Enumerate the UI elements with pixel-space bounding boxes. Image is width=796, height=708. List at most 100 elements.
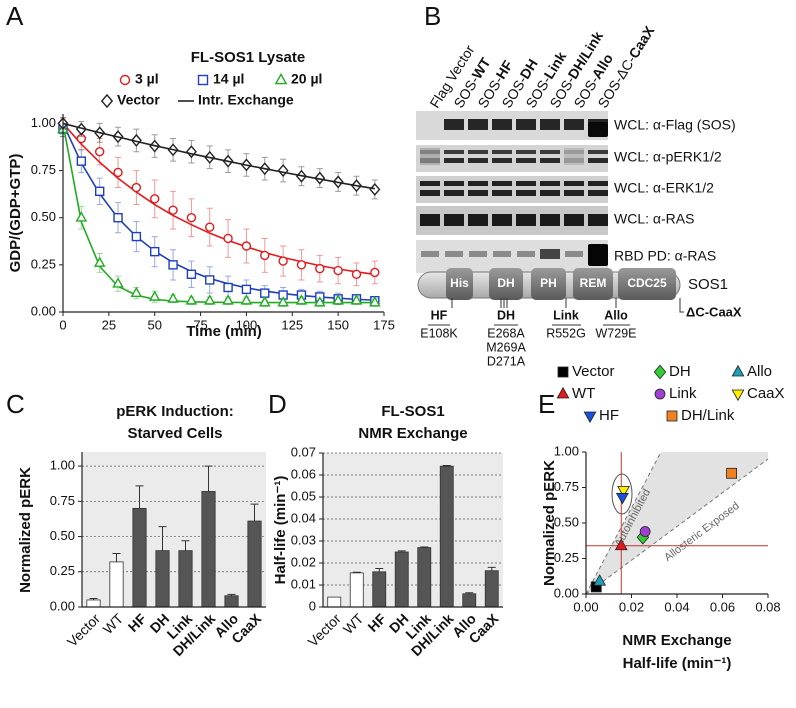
data-point bbox=[112, 277, 124, 288]
x-tick-label: 175 bbox=[373, 317, 395, 332]
bar bbox=[178, 550, 193, 608]
y-tick-label: 0.04 bbox=[291, 510, 316, 525]
data-point bbox=[75, 211, 88, 222]
domain bbox=[446, 268, 473, 300]
legend-label: CaaX bbox=[747, 385, 785, 402]
legend-label: Allo bbox=[747, 363, 772, 380]
x-tick-label: Vector bbox=[305, 610, 345, 650]
panel-label: E bbox=[538, 389, 555, 419]
legend-marker bbox=[731, 364, 745, 377]
error-bar bbox=[375, 568, 384, 572]
fit-line bbox=[62, 122, 375, 276]
x-tick-label: 0 bbox=[59, 317, 66, 332]
y-tick-label: 0.75 bbox=[31, 162, 56, 177]
domain-label: REM bbox=[580, 276, 607, 290]
bar bbox=[484, 570, 499, 608]
legend-label: Intr. Exchange bbox=[198, 92, 294, 108]
mutation-label: Link bbox=[553, 308, 579, 322]
data-point bbox=[185, 294, 198, 305]
protein-label: SOS1 bbox=[688, 276, 728, 293]
highlight-ellipse bbox=[611, 473, 633, 515]
bar bbox=[224, 595, 239, 608]
bar bbox=[247, 520, 262, 608]
bar bbox=[462, 593, 477, 608]
legend-marker bbox=[666, 410, 678, 422]
error-bar bbox=[181, 540, 190, 551]
data-point bbox=[223, 282, 233, 293]
legend-marker bbox=[731, 389, 745, 402]
y-axis-label: Half-life (min⁻¹) bbox=[272, 476, 289, 585]
data-point bbox=[351, 269, 362, 279]
data-point bbox=[94, 186, 105, 197]
chart-title: NMR Exchange bbox=[358, 425, 467, 442]
y-tick-label: 0.75 bbox=[554, 479, 579, 494]
y-tick-label: 0.25 bbox=[50, 563, 75, 578]
lane-text: CaaX bbox=[625, 22, 657, 61]
y-tick-label: 0.50 bbox=[50, 528, 75, 543]
row-label: WCL: α-RAS bbox=[614, 211, 694, 227]
blot-band-faint bbox=[420, 148, 440, 165]
legend-marker bbox=[197, 74, 209, 86]
data-point bbox=[370, 267, 380, 278]
data-point bbox=[639, 526, 651, 537]
x-tick-label: WT bbox=[340, 610, 367, 637]
data-point bbox=[167, 292, 179, 303]
domain bbox=[531, 268, 566, 300]
legend-marker bbox=[653, 364, 667, 380]
data-point bbox=[260, 288, 270, 298]
legend-label: DH bbox=[669, 363, 691, 380]
data-point bbox=[350, 294, 363, 305]
data-point bbox=[277, 164, 289, 178]
data-point bbox=[131, 231, 142, 242]
domain-label: His bbox=[450, 276, 469, 290]
wedge: Autoinhibited Allosteric Exposed bbox=[585, 451, 769, 595]
legend-marker bbox=[557, 366, 569, 378]
truncation-label: ΔC-CaaX bbox=[686, 304, 742, 319]
y-tick-label: 0 bbox=[309, 598, 316, 613]
y-tick-label: 0.02 bbox=[291, 554, 316, 569]
legend-label: DH/Link bbox=[681, 407, 735, 424]
mutation-label: HF bbox=[431, 308, 448, 322]
mutation-change: E268A bbox=[487, 326, 525, 340]
y-tick-label: 0.00 bbox=[31, 303, 56, 318]
y-axis-label: Normalized pERK bbox=[541, 460, 558, 586]
domain-label: CDC25 bbox=[627, 276, 667, 290]
mutation-change: R552G bbox=[546, 326, 586, 340]
bar bbox=[327, 596, 342, 608]
mutation-label: Allo bbox=[604, 308, 628, 322]
legend-label: Vector bbox=[572, 363, 615, 380]
data-point bbox=[222, 294, 234, 305]
y-axis-label: GDP/(GDP+GTP) bbox=[7, 154, 24, 273]
legend-marker bbox=[274, 72, 288, 85]
domain bbox=[618, 268, 676, 300]
chart-title: FL-SOS1 Lysate bbox=[191, 49, 305, 66]
x-tick-label: HF bbox=[125, 610, 150, 635]
bar bbox=[86, 599, 101, 608]
data-point bbox=[332, 294, 344, 305]
x-tick-label: HF bbox=[364, 610, 389, 635]
data-point bbox=[150, 194, 160, 204]
blot-bands bbox=[416, 111, 608, 140]
x-axis-label: Time (min) bbox=[186, 323, 262, 340]
data-point bbox=[614, 538, 628, 551]
blot-band bbox=[540, 249, 560, 259]
y-tick-label: 0.25 bbox=[31, 256, 56, 271]
y-tick-label: 0.00 bbox=[50, 598, 75, 613]
data-point bbox=[369, 296, 381, 307]
y-tick-label: 1.00 bbox=[554, 443, 579, 458]
row-label: WCL: α-pERK1/2 bbox=[614, 149, 722, 165]
domain-label: DH bbox=[497, 276, 514, 290]
data-point bbox=[617, 485, 630, 498]
data-point bbox=[131, 182, 142, 193]
x-tick-label: Vector bbox=[64, 610, 104, 650]
mutation-label: DH bbox=[497, 308, 515, 322]
data-point bbox=[130, 133, 142, 147]
y-tick-label: 1.00 bbox=[50, 458, 75, 473]
blot-band bbox=[588, 244, 608, 266]
x-tick-label: 0.08 bbox=[755, 599, 780, 614]
legend-label: WT bbox=[572, 385, 595, 402]
x-axis-label: NMR Exchange bbox=[622, 632, 731, 649]
y-tick-label: 0.03 bbox=[291, 532, 316, 547]
truncation-bracket bbox=[679, 298, 684, 313]
